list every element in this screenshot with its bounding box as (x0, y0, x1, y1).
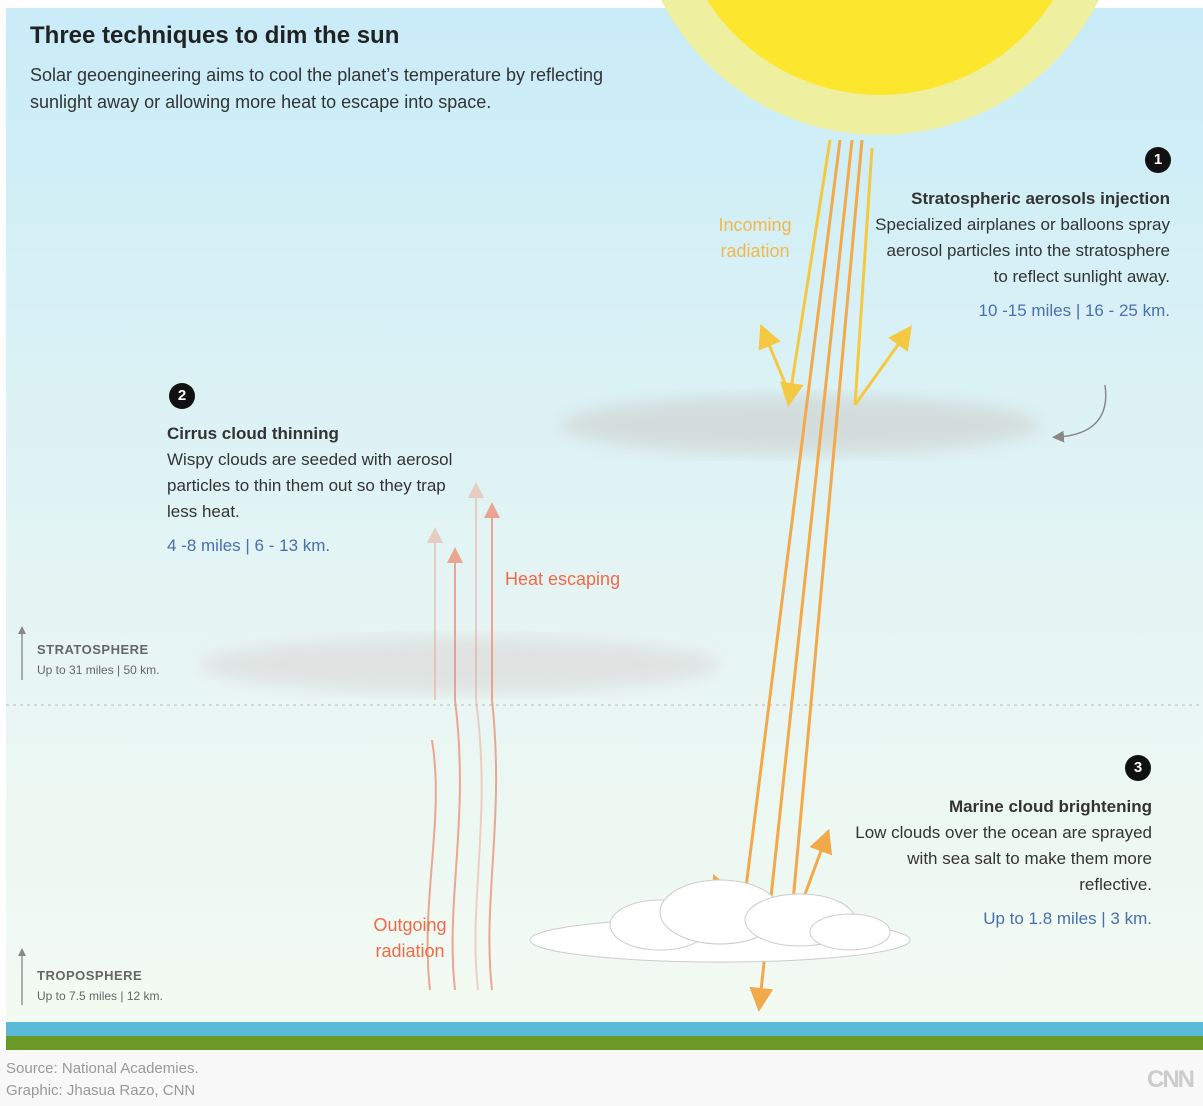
step-number: 2 (169, 383, 195, 409)
footer: Source: National Academies. Graphic: Jha… (6, 1058, 199, 1102)
page: Three techniques to dim the sun Solar ge… (0, 0, 1203, 1106)
outgoing-label: Outgoing radiation (355, 912, 465, 964)
layer: TROPOSPHERE Up to 7.5 miles | 12 km. (37, 968, 163, 1003)
layer-name: TROPOSPHERE (37, 968, 163, 983)
technique-altitude: Up to 1.8 miles | 3 km. (852, 906, 1152, 932)
technique-title: Stratospheric aerosols injection (870, 186, 1170, 212)
title: Three techniques to dim the sun (30, 22, 399, 50)
technique-description: Low clouds over the ocean are sprayed wi… (852, 820, 1152, 898)
step-number: 1 (1145, 147, 1171, 173)
source: Source: National Academies. (6, 1058, 199, 1080)
step-number: 3 (1125, 755, 1151, 781)
technique-altitude: 10 -15 miles | 16 - 25 km. (870, 298, 1170, 324)
technique-description: Specialized airplanes or balloons spray … (870, 212, 1170, 290)
incoming-label: Incoming radiation (700, 212, 810, 264)
technique: Marine cloud brightening Low clouds over… (852, 794, 1152, 932)
technique-description: Wispy clouds are seeded with aerosol par… (167, 447, 457, 525)
technique-title: Marine cloud brightening (852, 794, 1152, 820)
technique: Cirrus cloud thinning Wispy clouds are s… (167, 421, 457, 559)
technique: Stratospheric aerosols injection Special… (870, 186, 1170, 324)
heat-label: Heat escaping (505, 566, 655, 592)
subtitle: Solar geoengineering aims to cool the pl… (30, 62, 640, 116)
technique-altitude: 4 -8 miles | 6 - 13 km. (167, 533, 457, 559)
layer: STRATOSPHERE Up to 31 miles | 50 km. (37, 642, 160, 677)
credit: Graphic: Jhasua Razo, CNN (6, 1080, 199, 1102)
layer-name: STRATOSPHERE (37, 642, 160, 657)
technique-title: Cirrus cloud thinning (167, 421, 457, 447)
layer-extent: Up to 31 miles | 50 km. (37, 663, 160, 677)
layer-extent: Up to 7.5 miles | 12 km. (37, 989, 163, 1003)
logo: CNN (1147, 1066, 1193, 1094)
